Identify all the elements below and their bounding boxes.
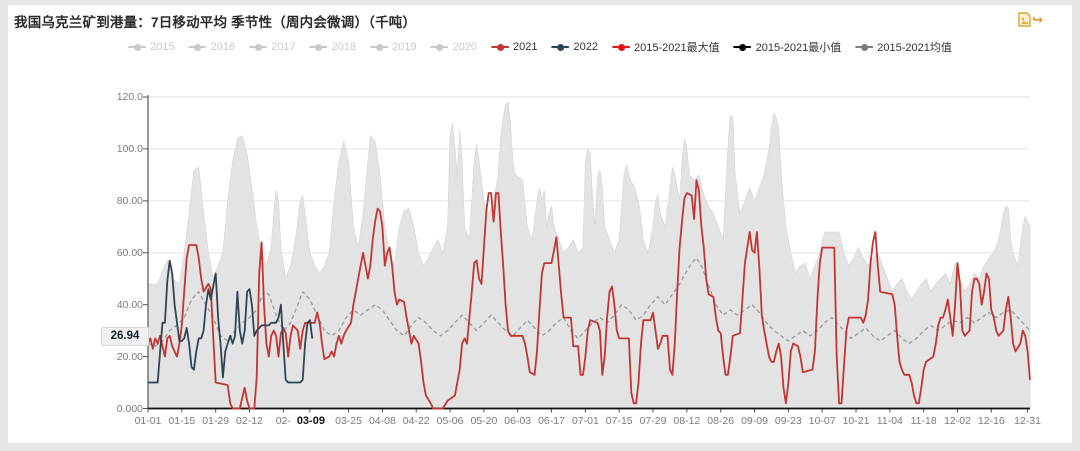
x-axis-label: 01-29 [202,415,230,427]
legend-marker-dot [194,43,202,51]
x-axis-label: 02-12 [236,415,263,427]
legend-marker [491,43,510,51]
x-axis-label: 12-02 [944,415,971,427]
legend-marker [430,43,449,51]
x-axis-label: 12-31 [1014,415,1041,427]
x-axis-label-current: 03-09 [289,415,332,427]
x-axis-label: 10-07 [808,415,836,427]
y-axis-label: 120.0 [116,91,143,103]
legend-label: 2015-2021最大值 [634,42,720,54]
x-axis-label: 07-29 [639,415,667,427]
x-axis-label: 02- [275,415,291,427]
legend-label: 2019 [392,41,417,53]
legend-marker [249,43,268,51]
legend-label: 2015 [150,41,175,53]
x-axis-label: 01-01 [134,415,162,427]
series-2021-line [147,179,1031,410]
legend-marker [188,43,207,51]
x-axis-label: 05-20 [470,415,498,427]
x-axis-label: 07-01 [571,415,599,427]
legend-marker-dot [315,43,323,51]
legend-marker [855,43,874,51]
x-axis-label: 07-15 [605,415,633,427]
x-axis-label: 03-25 [335,415,362,427]
x-axis-label: 04-08 [368,415,396,427]
legend-marker-dot [557,43,565,51]
legend-marker [612,43,631,51]
legend-item-2019[interactable]: 2019 [370,41,417,53]
legend-marker-dot [134,43,142,51]
legend-item-2016[interactable]: 2016 [188,41,236,53]
share-icon[interactable]: ↪ [1032,12,1043,27]
legend: 2015 2016 2017 2018 2019 2020 2021 2022 2015-202… [128,39,952,55]
y-axis-label: 20.00 [116,350,143,363]
series-2015-2021均值-line [147,257,1031,347]
legend-item-2015-2021最小值[interactable]: 2015-2021最小值 [733,39,842,55]
x-axis-label: 01-15 [168,415,196,427]
legend-label: 2020 [452,41,478,53]
legend-item-2017[interactable]: 2017 [249,41,296,53]
legend-label: 2022 [573,41,599,53]
page-title: 我国乌克兰矿到港量：7日移动平均 季节性（周内会微调）（千吨） [14,15,417,30]
x-axis-label: 09-23 [774,415,802,427]
legend-marker [733,43,752,51]
legend-label: 2018 [331,41,357,53]
y-axis-label: 40.00 [116,298,143,311]
x-axis-label: 11-18 [910,415,937,427]
legend-marker-dot [739,43,747,51]
legend-marker-dot [436,43,444,51]
y-axis-label: 100.0 [116,142,143,155]
toolbar: C ↪ [1018,12,1048,28]
last-value-badge: 26.94 [101,327,149,346]
legend-label: 2015-2021最小值 [755,42,842,54]
legend-label: 2015-2021均值 [877,42,952,54]
legend-marker-dot [618,43,626,51]
legend-item-2018[interactable]: 2018 [309,41,357,53]
legend-label: 2021 [513,41,538,53]
series-max-area [147,101,1031,409]
legend-marker [309,43,328,51]
x-axis-label: 08-26 [707,415,735,427]
legend-marker [551,43,570,51]
y-axis-label: 0.000 [116,402,143,415]
legend-marker-dot [497,43,505,51]
x-axis-label: 09-09 [741,415,768,427]
x-axis-label: 06-17 [538,415,565,427]
legend-label: 2017 [271,41,296,53]
y-axis-label: 60.00 [116,246,143,259]
legend-marker [128,43,147,51]
x-axis-label: 06-03 [504,415,532,427]
series-2022-line [148,259,314,384]
legend-item-2015-2021最大值[interactable]: 2015-2021最大值 [612,39,720,55]
x-axis-label: 10-21 [842,415,870,427]
legend-marker-dot [861,43,869,51]
legend-item-2022[interactable]: 2022 [551,41,599,53]
legend-marker [370,43,389,51]
legend-item-2021[interactable]: 2021 [491,41,538,53]
x-axis-label: 04-22 [402,415,430,427]
legend-item-2015[interactable]: 2015 [128,41,175,53]
x-axis-label: 05-06 [436,415,464,427]
legend-label: 2016 [210,41,236,53]
x-axis-label: 12-16 [977,415,1005,427]
x-axis-label: 11-04 [876,415,903,427]
y-axis-label: 80.00 [116,194,143,207]
legend-marker-dot [376,43,384,51]
legend-item-2015-2021均值[interactable]: 2015-2021均值 [855,39,952,55]
legend-item-2020[interactable]: 2020 [430,41,478,53]
legend-marker-dot [255,43,263,51]
x-axis-label: 08-12 [673,415,701,427]
